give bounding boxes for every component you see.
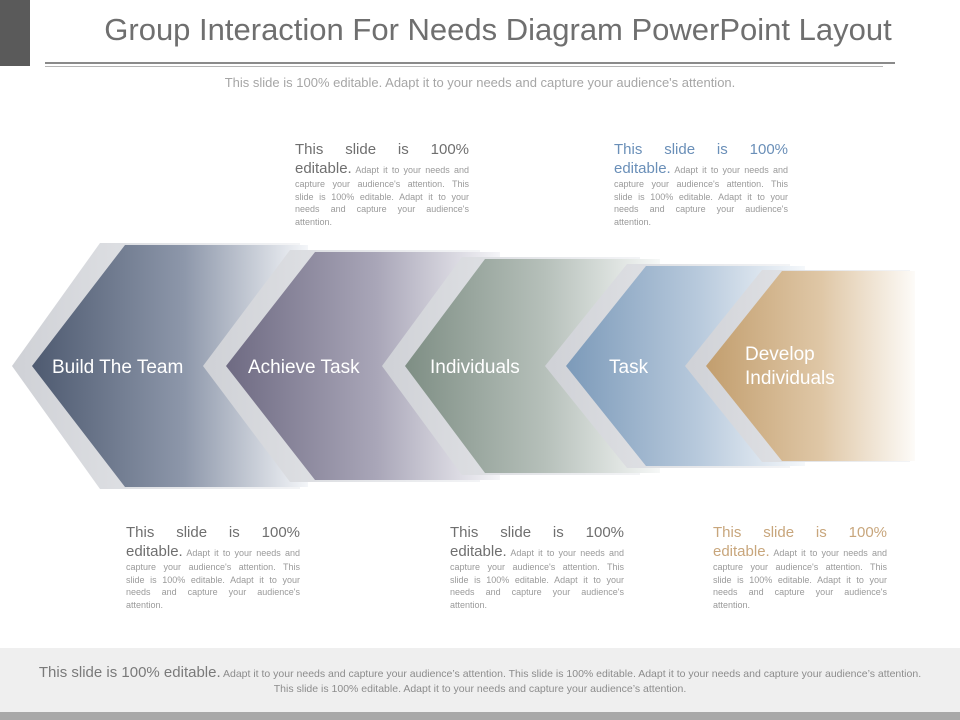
text-block-bottom-3: This slide is 100% editable. Adapt it to… (713, 523, 887, 611)
text-block-bottom-1: This slide is 100% editable. Adapt it to… (126, 523, 300, 611)
step-label-2: Achieve Task (248, 357, 360, 378)
text-block-body: Adapt it to your needs and capture your … (295, 165, 469, 227)
page-subtitle: This slide is 100% editable. Adapt it to… (224, 75, 736, 90)
chevron-step-5 (706, 271, 915, 461)
text-block-lead: This slide is 100% editable. (126, 524, 300, 560)
text-block-lead: This slide is 100% editable. (614, 141, 788, 177)
text-block-body: Adapt it to your needs and capture your … (126, 548, 300, 610)
footer-text: This slide is 100% editable. Adapt it to… (30, 665, 930, 697)
text-block-body: Adapt it to your needs and capture your … (614, 165, 788, 227)
title-rule-secondary (45, 66, 883, 67)
step-label-1: Build The Team (52, 357, 184, 378)
step-label-4: Task (609, 357, 649, 378)
chevron-step-1 (32, 245, 308, 487)
text-block-body: Adapt it to your needs and capture your … (713, 548, 887, 610)
footer-strip (0, 712, 960, 720)
step-label-3: Individuals (430, 357, 520, 378)
footer-body: Adapt it to your needs and capture your … (222, 668, 922, 695)
title-rule (45, 62, 895, 64)
text-block-top-1: This slide is 100% editable. Adapt it to… (295, 140, 469, 228)
text-block-lead: This slide is 100% editable. (295, 141, 469, 177)
text-block-top-2: This slide is 100% editable. Adapt it to… (614, 140, 788, 228)
chevron-diagram (12, 243, 915, 489)
footer-lead: This slide is 100% editable. (38, 664, 221, 681)
corner-tab (0, 0, 30, 66)
text-block-lead: This slide is 100% editable. (450, 524, 624, 560)
page-title: Group Interaction For Needs Diagram Powe… (104, 12, 892, 47)
text-block-bottom-2: This slide is 100% editable. Adapt it to… (450, 523, 624, 611)
footer-band: This slide is 100% editable. Adapt it to… (0, 648, 960, 712)
text-block-lead: This slide is 100% editable. (713, 524, 887, 560)
text-block-body: Adapt it to your needs and capture your … (450, 548, 624, 610)
step-label-5: Develop Individuals (745, 344, 835, 389)
